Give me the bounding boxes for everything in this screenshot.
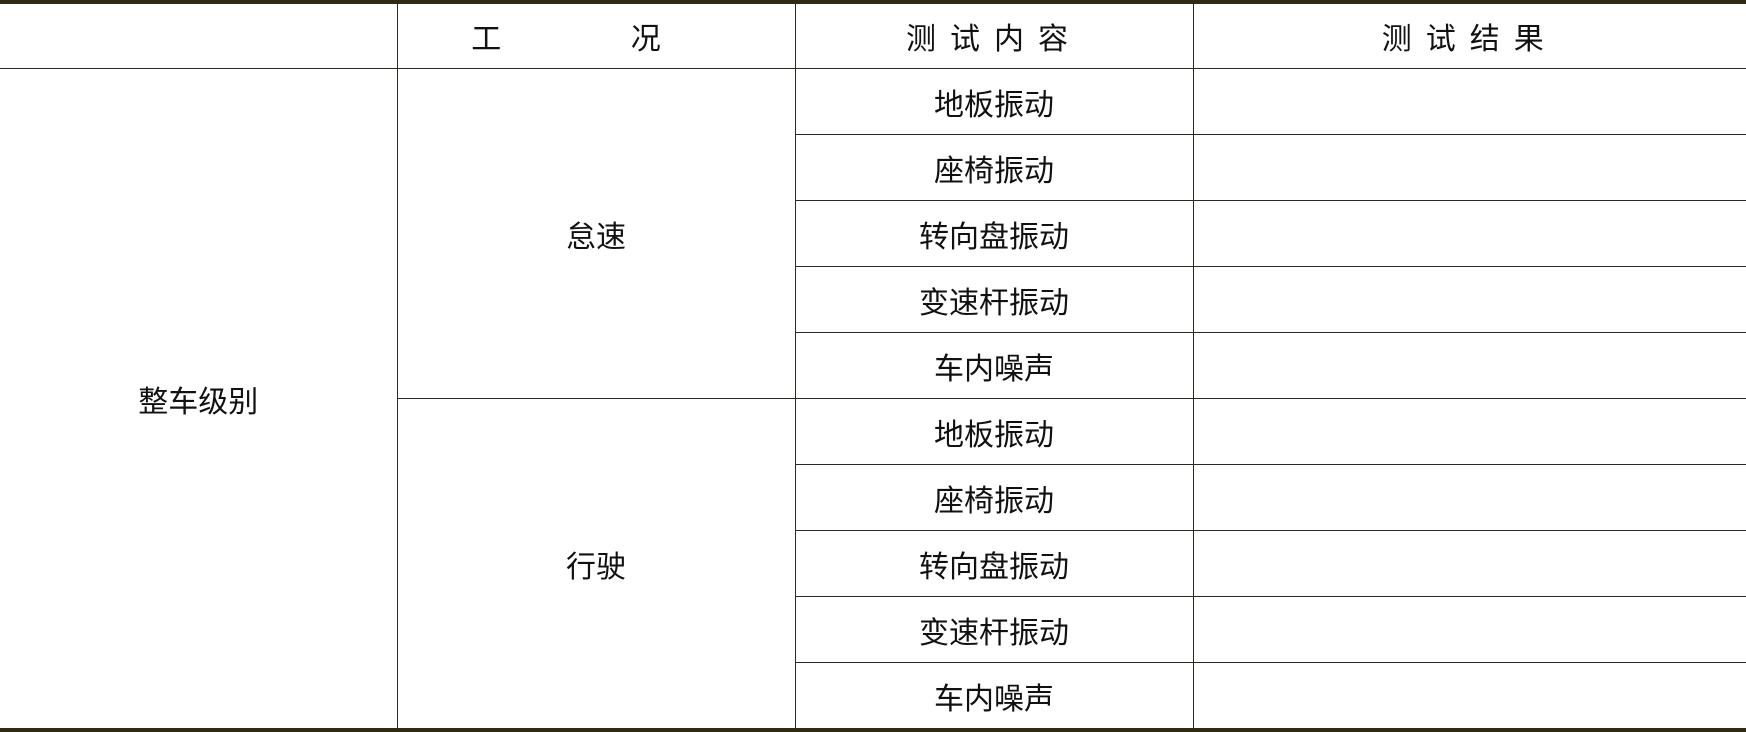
table-row: 变速杆振动 — [0, 596, 1746, 663]
test-item: 座椅振动 — [795, 464, 1194, 531]
header-test-content: 测试内容 — [794, 0, 1194, 69]
test-item: 车内噪声 — [795, 332, 1194, 399]
result-cell[interactable] — [1192, 662, 1746, 732]
result-cell[interactable] — [1192, 68, 1746, 135]
result-cell[interactable] — [1192, 266, 1746, 333]
test-item: 变速杆振动 — [795, 596, 1194, 663]
table-row: 车内噪声 — [0, 332, 1746, 399]
condition-cell: 行驶 — [397, 398, 796, 732]
table-row: 整车级别 怠速 地板振动 — [0, 68, 1746, 732]
level-cell: 整车级别 — [0, 68, 398, 732]
table-row: 行驶 地板振动 — [0, 398, 1746, 732]
table-row: 转向盘振动 — [0, 200, 1746, 267]
test-item: 转向盘振动 — [795, 530, 1194, 597]
table-row: 车内噪声 — [0, 662, 1746, 732]
table-row: 座椅振动 — [0, 134, 1746, 201]
header-row: 工 况 测试内容 测试结果 — [0, 0, 1746, 69]
result-cell[interactable] — [1192, 596, 1746, 663]
test-item: 地板振动 — [794, 68, 1194, 135]
header-blank — [0, 0, 398, 69]
result-cell[interactable] — [1192, 464, 1746, 531]
test-item: 转向盘振动 — [795, 200, 1194, 267]
test-item: 变速杆振动 — [795, 266, 1194, 333]
table-row: 转向盘振动 — [0, 530, 1746, 597]
result-cell[interactable] — [1192, 398, 1746, 465]
result-cell[interactable] — [1192, 200, 1746, 267]
test-item: 地板振动 — [794, 398, 1194, 465]
result-cell[interactable] — [1192, 530, 1746, 597]
test-item: 车内噪声 — [795, 662, 1194, 732]
table-row: 座椅振动 — [0, 464, 1746, 531]
header-condition: 工 况 — [396, 0, 796, 69]
header-test-result: 测试结果 — [1192, 0, 1746, 69]
condition-cell: 怠速 — [396, 68, 796, 399]
test-item: 座椅振动 — [795, 134, 1194, 201]
result-cell[interactable] — [1192, 332, 1746, 399]
result-cell[interactable] — [1192, 134, 1746, 201]
